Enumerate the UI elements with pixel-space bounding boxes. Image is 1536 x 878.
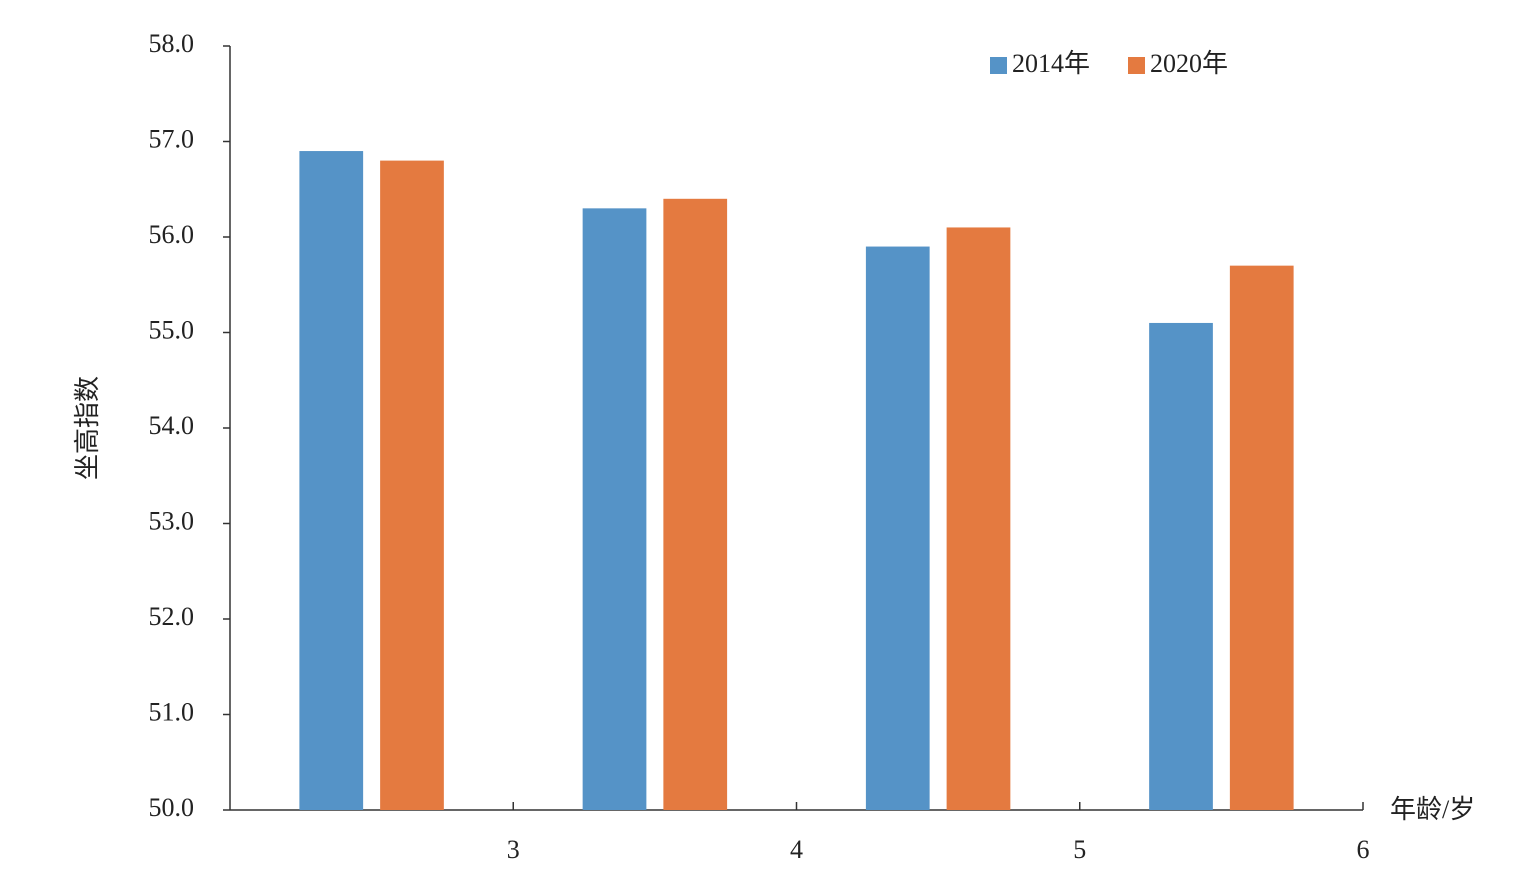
legend-swatch-1 <box>1128 57 1145 74</box>
y-tick-label: 53.0 <box>149 506 195 535</box>
y-tick-label: 50.0 <box>149 793 195 822</box>
bar-2020-age-6 <box>1229 265 1294 810</box>
x-axis-title: 年龄/岁 <box>1390 795 1475 824</box>
bar-2014-age-6 <box>1149 322 1213 810</box>
x-tick-label: 5 <box>1073 835 1086 864</box>
bar-2014-age-5 <box>865 246 930 811</box>
legend-label-1: 2020年 <box>1150 49 1228 78</box>
y-ticks: 50.0 51.0 52.0 53.0 54.0 55.0 56.0 57.0 58.0 <box>149 29 230 822</box>
bar-2014-age-3 <box>299 151 364 811</box>
bar-2014-age-4 <box>582 208 647 811</box>
bar-2020-age-4 <box>663 198 728 811</box>
y-tick-label: 52.0 <box>149 602 195 631</box>
x-tick-label: 6 <box>1357 835 1370 864</box>
bar-2020-age-3 <box>380 160 444 811</box>
x-ticks: 3 4 5 6 <box>507 802 1370 864</box>
y-tick-label: 58.0 <box>149 29 195 58</box>
legend-label-0: 2014年 <box>1012 49 1090 78</box>
y-tick-label: 57.0 <box>149 124 195 153</box>
x-tick-label: 4 <box>790 835 803 864</box>
legend-swatch-0 <box>990 57 1007 74</box>
bar-2020-age-5 <box>946 227 1011 810</box>
legend: 2014年 2020年 <box>990 49 1228 78</box>
y-axis-title: 坐高指数 <box>73 376 102 480</box>
y-tick-label: 54.0 <box>149 411 195 440</box>
x-tick-label: 3 <box>507 835 520 864</box>
y-tick-label: 56.0 <box>149 220 195 249</box>
bars <box>299 151 1294 811</box>
y-tick-label: 51.0 <box>149 697 195 726</box>
y-tick-label: 55.0 <box>149 315 195 344</box>
